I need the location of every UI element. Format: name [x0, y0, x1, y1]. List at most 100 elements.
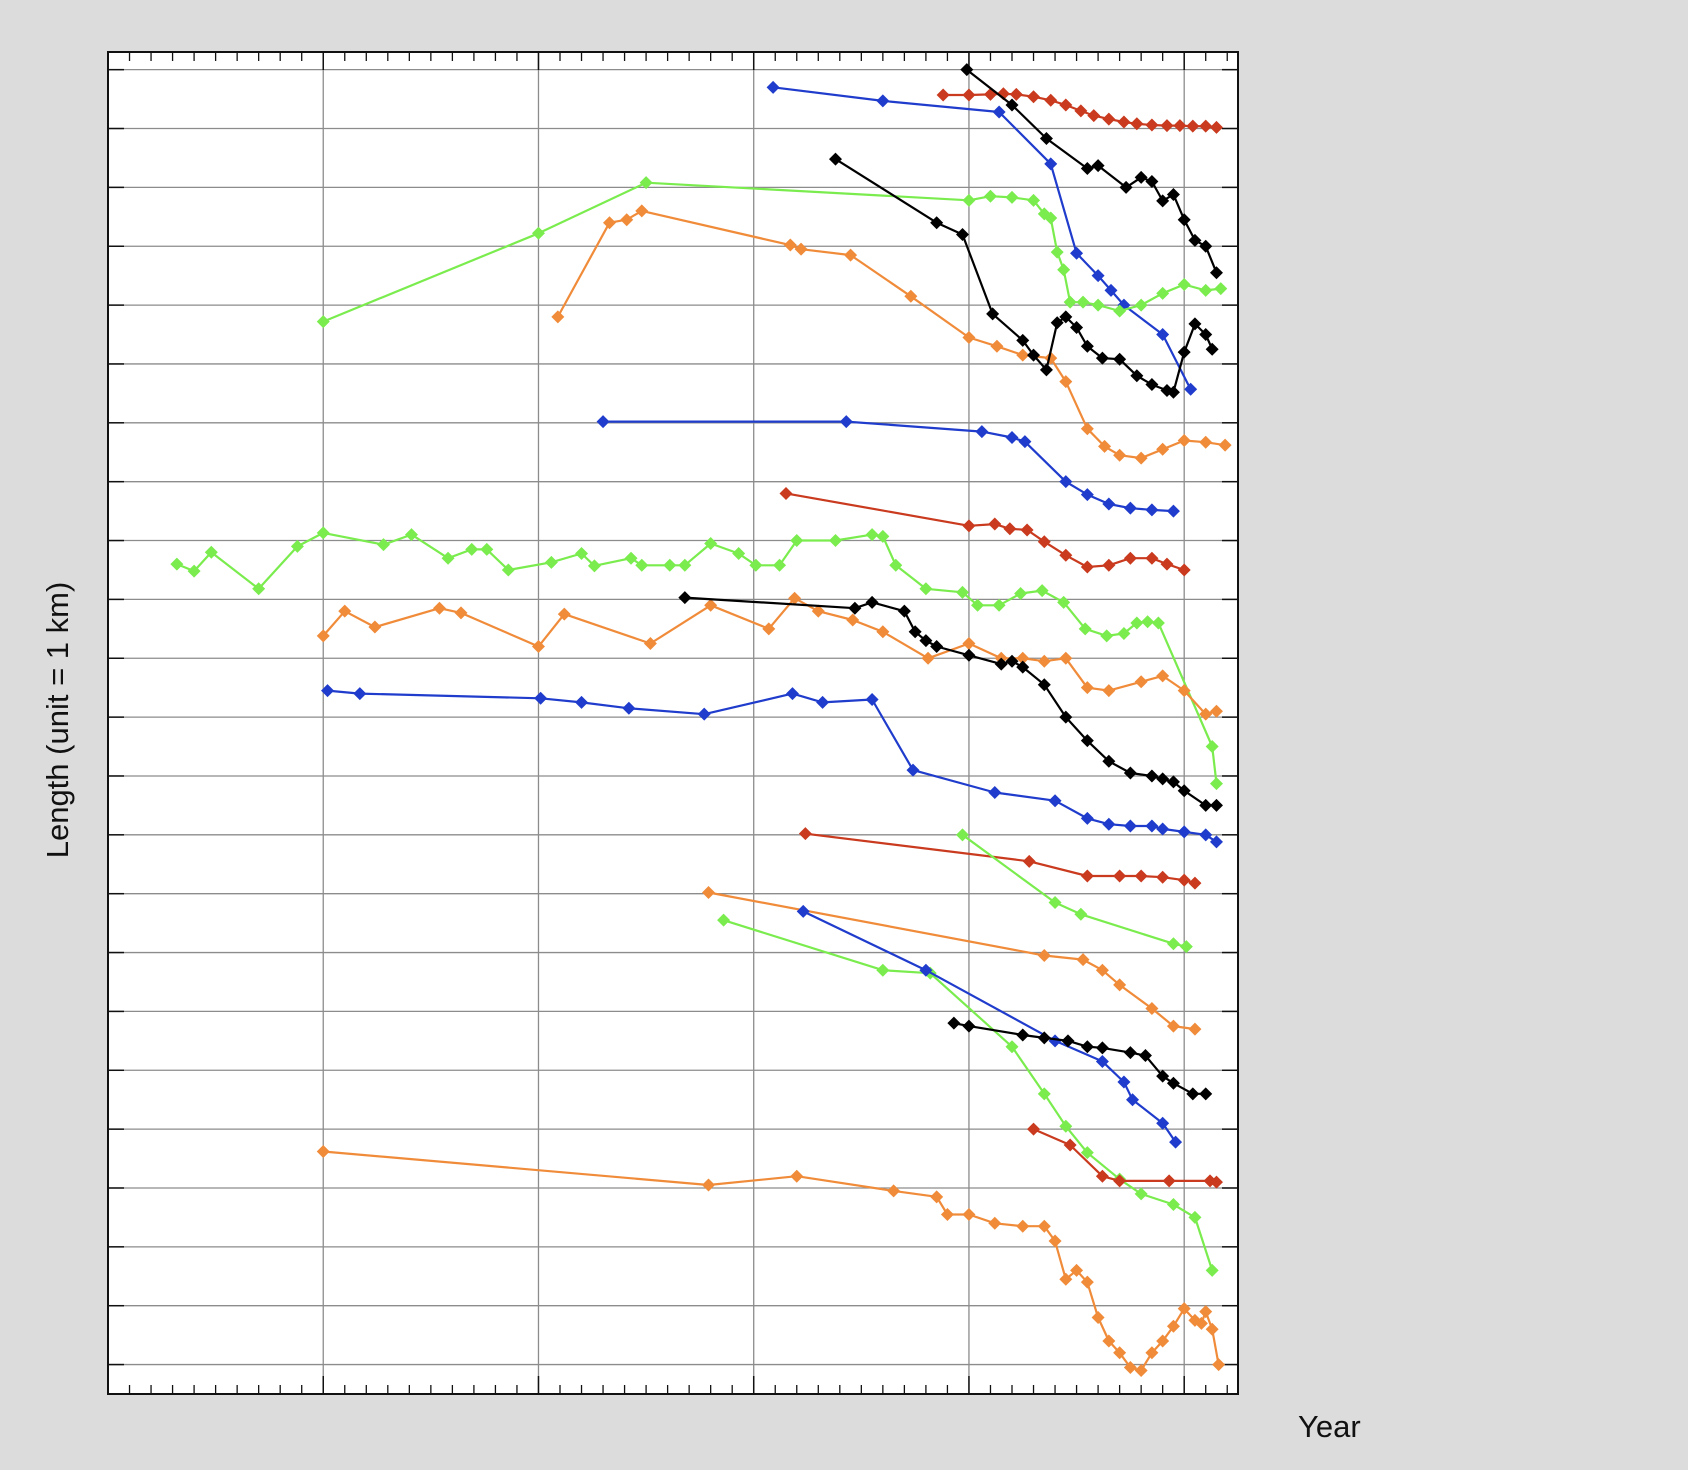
data-point: [1080, 1146, 1094, 1160]
data-point: [919, 963, 933, 977]
data-point: [1113, 304, 1127, 318]
data-point: [1113, 1346, 1127, 1360]
data-point: [1209, 704, 1223, 718]
data-point: [663, 558, 677, 572]
data-point: [1003, 522, 1017, 536]
data-point: [1050, 316, 1064, 330]
data-point: [904, 289, 918, 303]
data-point: [1123, 501, 1137, 515]
data-point: [1123, 1046, 1137, 1060]
data-point: [1177, 345, 1191, 359]
data-point: [1130, 369, 1144, 383]
data-point: [1194, 1316, 1208, 1330]
data-point: [1102, 558, 1116, 572]
data-point: [551, 310, 565, 324]
data-point: [1044, 93, 1058, 107]
data-point: [887, 1184, 901, 1198]
data-point: [783, 238, 797, 252]
data-point: [1059, 1272, 1073, 1286]
data-point: [947, 1016, 961, 1030]
data-point: [1080, 560, 1094, 574]
data-point: [1199, 119, 1213, 133]
data-point: [1130, 117, 1144, 131]
data-point: [1199, 435, 1213, 449]
axis-ticks: [107, 52, 1238, 1394]
data-point: [1205, 1263, 1219, 1277]
data-point: [1166, 1319, 1180, 1333]
data-point: [1123, 551, 1137, 565]
data-point: [1095, 1054, 1109, 1068]
data-point: [962, 637, 976, 651]
data-point: [1188, 233, 1202, 247]
data-point: [1145, 819, 1159, 833]
data-point: [1199, 239, 1213, 253]
data-point: [897, 604, 911, 618]
data-point: [1035, 584, 1049, 598]
data-point: [1156, 286, 1170, 300]
data-point: [1080, 422, 1094, 436]
data-point: [316, 526, 330, 540]
series-line: [323, 1150, 1220, 1372]
data-point: [962, 1207, 976, 1221]
data-point: [992, 598, 1006, 612]
series-17: [947, 1016, 1213, 1101]
data-point: [1095, 351, 1109, 365]
data-point: [1050, 245, 1064, 259]
data-point: [1166, 1019, 1180, 1033]
series-4: [551, 204, 1232, 465]
data-point: [1037, 948, 1051, 962]
data-point: [1037, 678, 1051, 692]
data-point: [1134, 1187, 1148, 1201]
data-point: [1102, 1334, 1116, 1348]
series-line: [684, 596, 1217, 807]
data-point: [1044, 211, 1058, 225]
series-9: [316, 591, 1223, 721]
data-point: [454, 606, 468, 620]
data-point: [1104, 283, 1118, 297]
data-point: [1059, 375, 1073, 389]
data-point: [557, 607, 571, 621]
data-point: [930, 216, 944, 230]
data-point: [1080, 1040, 1094, 1054]
data-point: [844, 248, 858, 262]
data-point: [1145, 174, 1159, 188]
data-point: [1080, 811, 1094, 825]
data-point: [587, 559, 601, 573]
data-point: [1016, 1219, 1030, 1233]
data-point: [575, 695, 589, 709]
data-point: [1039, 363, 1053, 377]
data-point: [988, 1216, 1002, 1230]
data-point: [1188, 1210, 1202, 1224]
data-point: [794, 242, 808, 256]
data-point: [1145, 1346, 1159, 1360]
data-point: [846, 613, 860, 627]
data-point: [1166, 1076, 1180, 1090]
data-point: [1063, 1138, 1077, 1152]
series-7: [779, 486, 1191, 577]
data-point: [603, 216, 617, 230]
data-point: [1177, 873, 1191, 887]
data-point: [865, 595, 879, 609]
data-point: [798, 827, 812, 841]
data-point: [1177, 784, 1191, 798]
data-point: [1005, 98, 1019, 112]
data-point: [1177, 563, 1191, 577]
plot-frame: [107, 51, 1239, 1395]
data-point: [839, 415, 853, 429]
data-point: [1166, 937, 1180, 951]
data-point: [962, 88, 976, 102]
data-point: [1080, 734, 1094, 748]
data-point: [1027, 1122, 1041, 1136]
data-point: [1016, 1028, 1030, 1042]
data-point: [1205, 740, 1219, 754]
data-point: [1160, 119, 1174, 133]
data-point: [531, 639, 545, 653]
series-19: [316, 1144, 1226, 1377]
data-point: [1039, 132, 1053, 146]
data-point: [788, 591, 802, 605]
data-point: [1059, 310, 1073, 324]
data-point: [1145, 378, 1159, 392]
data-point: [962, 330, 976, 344]
data-point: [531, 226, 545, 240]
data-point: [1199, 328, 1213, 342]
